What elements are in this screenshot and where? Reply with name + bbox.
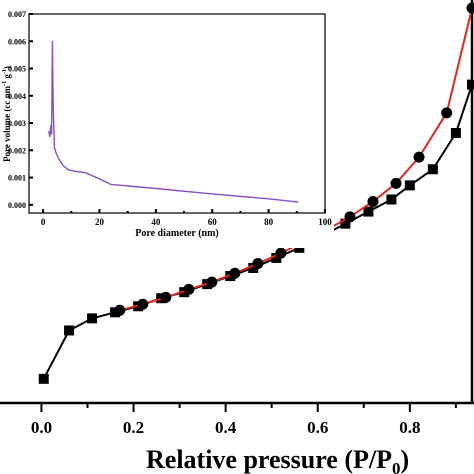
desorption-point xyxy=(344,211,356,223)
adsorption-point xyxy=(427,164,438,175)
inset-y-tick-label: 0.002 xyxy=(8,146,26,155)
inset-y-tick-label: 0.006 xyxy=(8,37,26,46)
inset-x-tick-label: 0 xyxy=(41,217,46,227)
main-x-tick-label: 0.6 xyxy=(307,418,328,437)
adsorption-point xyxy=(38,373,49,384)
inset-y-axis-label-text: Pore volume (cc nm xyxy=(2,85,12,162)
desorption-point xyxy=(466,2,474,14)
adsorption-point xyxy=(467,79,474,90)
adsorption-point xyxy=(87,313,98,324)
desorption-point xyxy=(441,107,453,119)
main-x-tick-label: 0.4 xyxy=(215,418,237,437)
inset-frame xyxy=(28,13,326,214)
desorption-point xyxy=(367,196,379,207)
inset-x-axis-label: Pore diameter (nm) xyxy=(135,228,219,239)
adsorption-point xyxy=(271,252,282,263)
desorption-point xyxy=(252,258,264,270)
pore-size-distribution-line xyxy=(48,40,299,203)
adsorption-point xyxy=(404,180,415,191)
inset-x-tick-label: 20 xyxy=(95,217,105,227)
adsorption-point xyxy=(450,127,461,138)
desorption-point xyxy=(137,298,149,310)
main-x-axis-label-sub: 0 xyxy=(392,459,401,474)
adsorption-point xyxy=(386,194,397,205)
desorption-point xyxy=(229,267,241,279)
desorption-point xyxy=(206,276,218,288)
main-x-tick-label: 0.2 xyxy=(123,418,144,437)
inset-y-tick-label: 0.007 xyxy=(8,10,26,19)
inset-series-group xyxy=(48,40,299,203)
adsorption-point xyxy=(248,262,259,273)
inset-ticks: 0 20 40 60 80 100 0.000 0.001 0.002 0.003 0.004 0.0… xyxy=(8,10,332,227)
inset-x-tick-label: 40 xyxy=(151,217,161,227)
inset-y-axis-label-tail: ) xyxy=(2,66,12,69)
inset-y-axis-label-sup1: -1 xyxy=(2,81,8,86)
inset-y-axis-label-sup2: -1 xyxy=(2,69,8,74)
inset-y-axis-label: Pore volume (cc nm-1 g-1) xyxy=(2,66,12,162)
inset-y-tick-label: 0.005 xyxy=(8,65,26,74)
inset-y-tick-label: 0.001 xyxy=(8,174,26,183)
inset-x-tick-label: 60 xyxy=(208,217,218,227)
desorption-point xyxy=(114,304,126,316)
desorption-point xyxy=(160,291,172,303)
adsorption-point xyxy=(363,206,374,217)
main-x-tick-label: 0.8 xyxy=(399,418,420,437)
main-x-axis-label: Relative pressure (P/P0) xyxy=(146,445,409,474)
inset-y-tick-label: 0.003 xyxy=(8,119,26,128)
adsorption-point xyxy=(64,325,75,336)
desorption-point xyxy=(183,283,195,295)
inset-x-tick-label: 100 xyxy=(318,217,332,227)
main-x-tick-label: 0.0 xyxy=(31,418,52,437)
inset-y-tick-label: 0.000 xyxy=(8,201,26,210)
inset-x-tick-label: 80 xyxy=(264,217,274,227)
inset-y-tick-label: 0.004 xyxy=(8,92,26,101)
main-x-ticks: 0.0 0.2 0.4 0.6 0.8 xyxy=(31,403,457,437)
desorption-point xyxy=(275,247,287,259)
desorption-point xyxy=(390,177,402,189)
adsorption-point xyxy=(340,218,351,229)
inset-y-axis-label-mid: g xyxy=(2,74,12,81)
main-x-axis-label-tail: ) xyxy=(400,445,409,474)
main-x-axis-label-text: Relative pressure (P/P xyxy=(146,445,392,474)
desorption-point xyxy=(413,151,425,163)
inset-background xyxy=(0,0,334,248)
